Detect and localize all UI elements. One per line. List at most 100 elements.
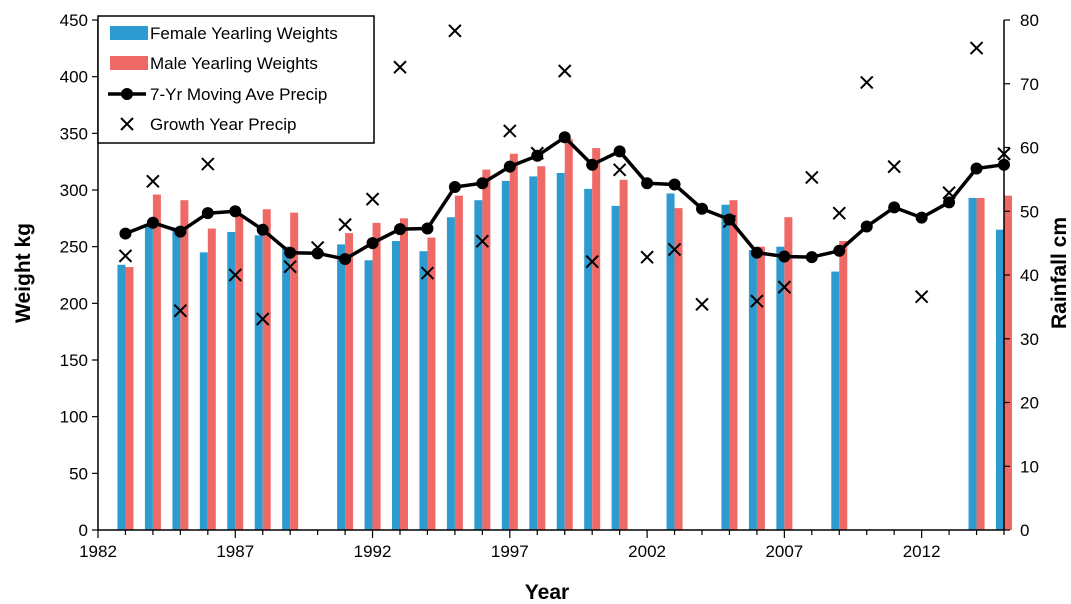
moving-average-marker-1983	[119, 227, 132, 240]
legend-label-male: Male Yearling Weights	[150, 54, 318, 73]
moving-average-marker-2006	[750, 246, 763, 259]
moving-average-marker-1995	[448, 181, 461, 194]
growth-precip-marker-2005	[722, 214, 737, 229]
growth-precip-marker-1992	[365, 192, 380, 206]
moving-average-marker-1986	[201, 207, 214, 220]
growth-precip-marker-2012	[914, 289, 929, 304]
female-bar-2015	[996, 229, 1004, 530]
x-tick-label-2012: 2012	[903, 542, 941, 561]
male-bar-2000	[592, 148, 601, 531]
y-tick-label-250: 250	[60, 238, 88, 257]
growth-precip-marker-1990	[310, 240, 325, 255]
male-bar-1995	[454, 195, 463, 530]
x-axis-title: Year	[525, 581, 569, 604]
male-bar-2015	[1004, 195, 1012, 530]
growth-precip-marker-1996	[475, 234, 490, 248]
moving-average-marker-1985	[174, 225, 187, 238]
growth-precip-layer	[118, 24, 1011, 326]
moving-average-marker-1993	[394, 223, 406, 236]
growth-precip-marker-1988	[256, 312, 270, 326]
female-bar-2014	[968, 197, 977, 530]
y-tick-label-350: 350	[60, 124, 88, 143]
moving-average-marker-2012	[915, 211, 928, 224]
moving-average-marker-1988	[256, 223, 269, 236]
growth-precip-marker-2015	[997, 147, 1011, 161]
growth-precip-marker-2003	[667, 242, 682, 257]
female-bar-2007	[776, 246, 785, 530]
y2-tick-label-0: 0	[1020, 521, 1029, 540]
female-bar-1992	[364, 260, 373, 530]
male-bar-1986	[207, 228, 216, 531]
moving-average-marker-2001	[613, 145, 626, 158]
male-bar-2006	[756, 246, 765, 530]
female-bar-1999	[556, 173, 565, 530]
legend-label-growth: Growth Year Precip	[150, 115, 296, 134]
moving-average-marker-1999	[558, 131, 571, 144]
female-bar-1989	[282, 246, 291, 530]
female-bar-1998	[529, 176, 538, 530]
female-bar-1995	[446, 217, 455, 530]
female-bar-1984	[144, 224, 153, 530]
male-bar-2007	[784, 217, 793, 530]
growth-precip-marker-2001	[612, 163, 627, 177]
male-bar-2009	[839, 241, 848, 530]
male-bar-1991	[345, 233, 354, 531]
moving-average-layer	[119, 131, 1010, 266]
male-bar-1994	[427, 237, 436, 530]
male-bar-1988	[262, 209, 271, 530]
y-tick-label-450: 450	[60, 11, 88, 30]
male-bar-1999	[564, 139, 573, 530]
female-bar-2001	[611, 205, 620, 530]
growth-precip-marker-2010	[860, 75, 874, 90]
moving-average-marker-2003	[668, 178, 681, 191]
female-bar-1986	[199, 252, 208, 531]
growth-precip-marker-1991	[338, 217, 352, 232]
legend-swatch-x-marker	[120, 117, 134, 131]
y2-tick-label-30: 30	[1020, 330, 1039, 349]
moving-average-marker-1998	[531, 149, 544, 162]
axes-layer: 0 50 100 150 200 250 300 350 400 450 0 10 20 30 40 50 60…	[60, 11, 1039, 561]
growth-precip-marker-2004	[695, 297, 709, 312]
y2-tick-label-60: 60	[1020, 139, 1039, 158]
y2-tick-label-70: 70	[1020, 75, 1039, 94]
male-bar-2005	[729, 200, 738, 530]
male-bar-1993	[400, 218, 408, 531]
legend-swatch-male	[110, 56, 148, 70]
y-tick-label-50: 50	[69, 464, 88, 483]
y-tick-label-200: 200	[60, 294, 88, 313]
growth-precip-marker-1993	[393, 60, 407, 74]
moving-average-marker-2005	[723, 213, 736, 226]
growth-precip-marker-2013	[942, 186, 956, 200]
moving-average-marker-2013	[943, 196, 956, 209]
legend: Female Yearling Weights Male Yearling We…	[97, 15, 375, 144]
y-tick-label-150: 150	[60, 351, 88, 370]
moving-average-marker-2000	[586, 158, 599, 171]
moving-average-marker-2008	[805, 251, 818, 264]
female-bar-1985	[172, 227, 181, 530]
moving-average-marker-1996	[476, 177, 489, 190]
moving-average-marker-2004	[696, 202, 708, 215]
growth-precip-marker-1986	[201, 157, 215, 171]
moving-average-marker-1989	[284, 246, 297, 259]
moving-average-marker-2009	[833, 244, 846, 257]
legend-label-moving-avg: 7-Yr Moving Ave Precip	[150, 85, 327, 104]
growth-precip-marker-1997	[503, 124, 517, 138]
legend-label-female: Female Yearling Weights	[150, 24, 338, 43]
male-bar-1987	[235, 214, 244, 530]
legend-swatch-female	[110, 26, 148, 40]
growth-precip-marker-1994	[420, 266, 435, 280]
growth-precip-marker-1984	[146, 174, 160, 188]
growth-precip-marker-2014	[969, 41, 984, 55]
moving-average-marker-2014	[970, 162, 983, 175]
x-tick-label-1982: 1982	[79, 542, 117, 561]
growth-precip-marker-1987	[228, 268, 242, 282]
moving-average-marker-1992	[366, 237, 379, 250]
y-tick-label-0: 0	[79, 521, 88, 540]
growth-precip-marker-2007	[777, 280, 792, 294]
bars-layer	[117, 139, 1012, 531]
female-bar-2006	[748, 250, 757, 531]
male-bar-1989	[290, 212, 299, 530]
x-tick-label-1997: 1997	[491, 542, 529, 561]
growth-precip-marker-1989	[283, 260, 297, 274]
